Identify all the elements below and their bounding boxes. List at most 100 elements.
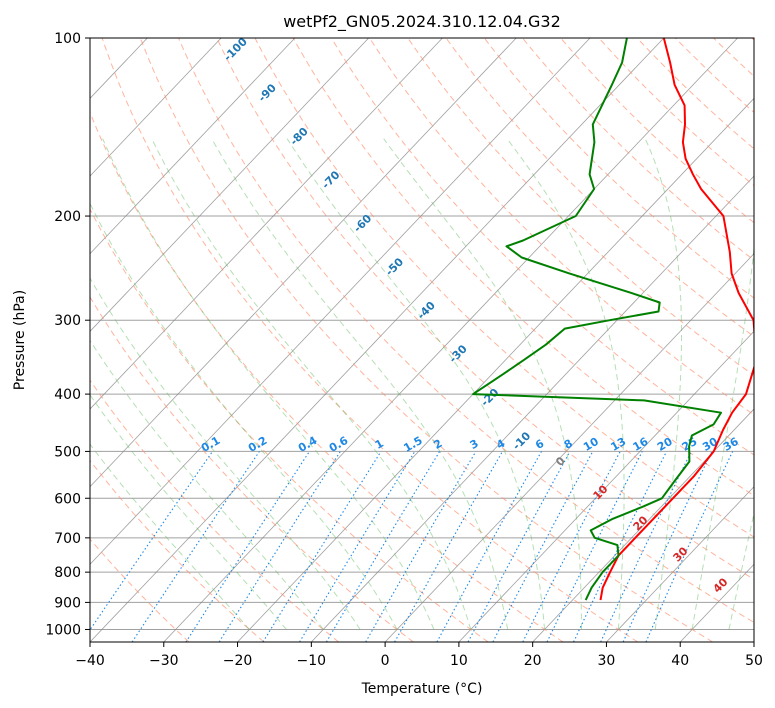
y-tick-label: 400 [54,387,81,403]
y-axis-label: Pressure (hPa) [12,290,28,390]
dry-adiabat-line [712,38,754,77]
moist-adiabat-line [90,277,361,630]
mixing-ratio-line [218,451,341,642]
mixing-ratio-line [262,451,382,642]
isotherm-line [90,38,665,642]
dry-adiabat-line [90,459,265,642]
dry-adiabat-line [674,38,754,113]
mixing-ratio-line [573,451,668,642]
dry-adiabat-label: -90 [256,81,279,104]
x-axis-label: Temperature (°C) [361,681,483,697]
mixing-ratio-line [325,451,441,642]
dry-adiabat-line [483,38,754,299]
plot-frame [89,37,755,643]
dry-adiabats [90,38,754,642]
y-tick-label: 100 [54,31,81,47]
isotherm-line [90,38,369,332]
x-tick-label: 50 [745,653,763,669]
mixing-ratio-label: 2 [431,437,444,452]
isotherm-line [679,563,754,642]
mixing-ratio-line [394,451,503,642]
dry-adiabat-label: 0 [553,454,568,469]
isotherm-line [90,38,222,177]
x-tick-label: −40 [75,653,105,669]
x-tick-label: 10 [450,653,468,669]
mixing-ratio-line [522,451,621,642]
inline-labels: 0.1 0.2 0.4 0.6 1 1.5 2 3 4 6 8 10 13 16 20 25 30 36-100-… [199,35,741,596]
isotherm-line [532,408,754,642]
mixing-ratio-line [185,451,310,642]
moist-adiabat-line [90,443,250,630]
isotherm-line [163,38,738,642]
mixing-ratio-line [299,451,416,642]
moist-adiabat-line [90,202,398,630]
moist-adiabats [90,138,754,630]
isotherm-line [237,97,754,642]
dry-adiabat-label: -30 [447,342,470,365]
mixing-ratio-line [645,451,734,642]
dry-adiabat-label: -70 [319,168,342,191]
dry-adiabat-line [90,379,339,642]
y-tick-label: 200 [54,209,81,225]
y-tick-label: 800 [54,565,81,581]
x-tick-label: 40 [671,653,689,669]
mixing-ratio-line [90,451,213,631]
moist-adiabat-line [286,138,546,630]
x-tick-label: 0 [381,653,390,669]
dry-adiabat-line [177,38,754,624]
mixing-ratio-label: 4 [494,437,507,452]
dry-adiabat-label: 30 [671,544,691,564]
isotherm-line [90,38,517,488]
dry-adiabat-line [751,38,754,41]
moist-adiabat-line [90,339,324,630]
mixing-ratio-line [436,451,542,642]
moist-adiabat-line [90,394,287,630]
mixing-ratio-lines [90,451,734,642]
moist-adiabat-line [383,138,582,630]
chart-title: wetPf2_GN05.2024.310.12.04.G32 [283,12,561,32]
dry-adiabat-line [521,38,754,261]
dry-adiabat-line [139,38,713,642]
dry-adiabat-line [369,38,754,416]
x-tick-label: −20 [223,653,253,669]
dry-adiabat-line [254,38,754,538]
mixing-ratio-line [365,451,477,642]
dry-adiabat-label: -40 [415,299,438,322]
dry-adiabat-line [90,208,489,642]
isotherm-line [90,38,443,410]
isotherm-line [606,486,754,642]
dry-adiabat-label: -60 [351,212,374,235]
dry-adiabat-line [90,538,190,642]
isotherm-line [90,38,296,255]
mixing-ratio-line [467,451,571,642]
y-tick-label: 600 [54,491,81,507]
mixing-ratio-label: 3 [468,437,481,452]
isotherm-line [90,38,591,565]
dry-adiabat-line [292,38,754,497]
dry-adiabat-line [330,38,754,456]
mixing-ratio-label: 6 [533,437,546,452]
mixing-ratio-line [600,451,692,642]
y-axis-ticks: 100 200 300 400 500 600 700 800 900 1000 [45,31,90,638]
dry-adiabat-label: -10 [510,429,533,452]
y-tick-label: 300 [54,313,81,329]
x-tick-label: 30 [598,653,616,669]
dry-adiabat-line [101,38,639,642]
isotherm-line [384,253,754,642]
dewpoint-line [472,38,722,601]
x-tick-label: 20 [524,653,542,669]
dry-adiabat-label: -100 [221,35,250,64]
y-tick-label: 900 [54,595,81,611]
moist-adiabat-line [728,511,754,630]
mixing-ratio-line [546,451,643,642]
x-axis-ticks: −40 −30 −20 −10 0 10 20 30 40 50 [75,642,763,669]
mixing-ratio-line [131,451,260,642]
background-grid [90,38,754,642]
dry-adiabat-line [407,38,754,376]
dry-adiabat-line [560,38,754,224]
dry-adiabat-line [90,296,414,642]
moist-adiabat-line [211,138,509,630]
isotherm-line [753,641,754,642]
moist-adiabat-line [644,138,682,630]
moist-adiabat-line [691,244,754,630]
